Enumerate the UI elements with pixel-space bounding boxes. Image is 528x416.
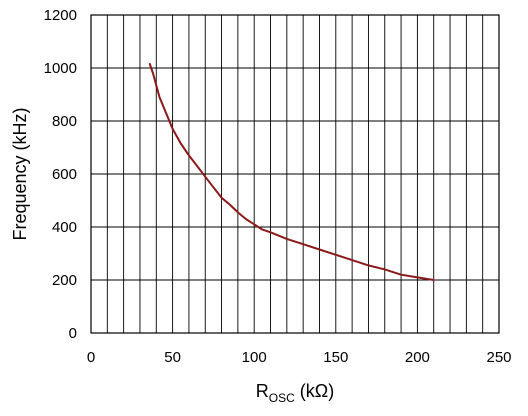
- x-axis-title: ROSC (kΩ): [256, 381, 334, 405]
- x-tick-labels: 0 50 100 150 200 250: [87, 349, 512, 366]
- x-tick-label: 150: [323, 349, 348, 366]
- y-axis-title: Frequency (kHz): [10, 107, 30, 240]
- x-axis-title-main: R: [256, 381, 269, 401]
- x-axis-title-unit: (kΩ): [295, 381, 334, 401]
- y-tick-label: 0: [69, 325, 77, 342]
- series-layer: [148, 63, 435, 281]
- y-tick-label: 600: [52, 166, 77, 183]
- x-tick-label: 200: [405, 349, 430, 366]
- y-tick-label: 1200: [44, 7, 77, 24]
- series-line: [148, 63, 435, 281]
- y-tick-label: 1000: [44, 60, 77, 77]
- x-tick-label: 50: [164, 349, 181, 366]
- x-tick-label: 250: [486, 349, 511, 366]
- y-tick-label: 400: [52, 219, 77, 236]
- x-tick-label: 100: [242, 349, 267, 366]
- plot-frame: [90, 14, 500, 334]
- y-tick-labels: 0 200 400 600 800 1000 1200: [44, 7, 77, 342]
- y-tick-label: 200: [52, 272, 77, 289]
- chart-grid: [91, 15, 499, 333]
- y-tick-label: 800: [52, 113, 77, 130]
- x-tick-label: 0: [87, 349, 95, 366]
- x-axis-title-subscript: OSC: [269, 391, 295, 405]
